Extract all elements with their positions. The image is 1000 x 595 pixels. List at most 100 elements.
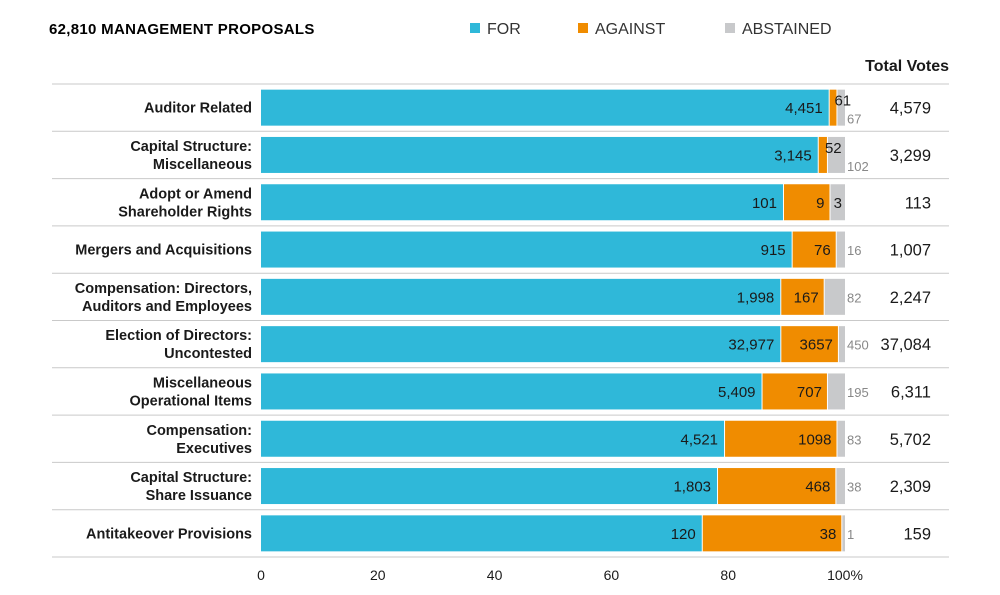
total-votes-value: 2,247 [890,289,931,307]
category-label: Compensation: [146,423,252,439]
category-label: Auditor Related [144,101,252,117]
value-label-abstained: 102 [847,159,869,174]
legend: FOR AGAINST ABSTAINED [470,21,832,38]
value-label-for: 4,521 [680,431,718,448]
total-votes-value: 2,309 [890,478,931,496]
bar-for [261,89,829,126]
category-label: Miscellaneous [153,375,252,391]
bar-abstained [836,468,845,505]
bar-for [261,515,702,552]
legend-swatch-for [470,23,480,33]
category-label: Mergers and Acquisitions [75,243,252,259]
x-tick-label: 20 [370,567,386,583]
chart-row: Mergers and Acquisitions 915 76 16 1,007 [52,231,949,274]
value-label-abstained: 16 [847,243,861,258]
value-label-for: 120 [671,526,696,543]
total-votes-value: 4,579 [890,100,931,118]
bar-against [762,373,827,410]
value-label-abstained: 38 [847,480,861,495]
value-label-for: 4,451 [785,100,823,117]
value-label-against: 38 [820,526,837,543]
bar-for [261,373,762,410]
value-label-abstained: 82 [847,290,861,305]
bar-for [261,184,783,221]
category-label: Compensation: Directors, [75,281,252,297]
bar-against [718,468,836,505]
bar-against [725,420,837,457]
x-tick-label: 100% [827,567,863,583]
category-label: Capital Structure: [130,470,252,486]
bar-abstained [842,515,845,552]
bar-for [261,278,781,315]
x-tick-label: 40 [487,567,503,583]
bar-for [261,420,725,457]
category-label: Capital Structure: [130,139,252,155]
category-label: Antitakeover Provisions [86,526,252,542]
value-label-against: 707 [797,384,822,401]
value-label-against: 52 [825,140,842,157]
bar-against [702,515,842,552]
chart-row: Compensation: Directors, Auditors and Emp… [52,278,949,321]
value-label-against: 1098 [798,431,831,448]
chart-row: Compensation: Executives 4,521 1098 83 5,702 [52,420,949,463]
legend-swatch-against [578,23,588,33]
category-label: Share Issuance [146,488,252,504]
x-tick-label: 80 [720,567,736,583]
legend-swatch-abstained [725,23,735,33]
value-label-abstained: 3 [834,195,842,212]
value-label-against: 61 [834,93,851,110]
chart-title: 62,810 MANAGEMENT PROPOSALS [49,21,315,38]
x-tick-label: 0 [257,567,265,583]
bar-for [261,231,792,268]
legend-label-abstained: ABSTAINED [742,21,832,38]
total-votes-value: 1,007 [890,242,931,260]
value-label-abstained: 195 [847,385,869,400]
category-label: Adopt or Amend [139,186,252,202]
bar-abstained [836,231,845,268]
legend-label-for: FOR [487,21,521,38]
chart-row: Capital Structure: Share Issuance 1,803 468… [52,468,949,511]
bar-abstained [824,278,845,315]
bar-abstained [827,373,845,410]
total-votes-value: 37,084 [881,336,931,354]
chart-row: Election of Directors: Uncontested 32,977 3… [52,326,949,369]
bar-against [829,89,837,126]
category-label: Miscellaneous [153,157,252,173]
value-label-against: 76 [814,242,831,259]
bar-for [261,326,781,363]
value-label-for: 32,977 [728,337,774,354]
value-label-for: 1,998 [737,289,775,306]
category-label: Shareholder Rights [118,204,252,220]
category-label: Uncontested [164,346,252,362]
value-label-abstained: 83 [847,432,861,447]
x-tick-label: 60 [604,567,620,583]
value-label-against: 9 [816,195,824,212]
value-label-against: 468 [805,479,830,496]
chart-rows: Auditor Related 4,451 61 67 4,579 Capital Str… [52,83,949,558]
bar-for [261,136,818,173]
bar-for [261,468,718,505]
chart-row: Miscellaneous Operational Items 5,409 707 19… [52,373,949,416]
value-label-for: 1,803 [673,479,711,496]
value-label-against: 167 [794,289,819,306]
category-label: Election of Directors: [105,328,252,344]
bar-abstained [837,89,845,126]
total-votes-value: 113 [905,194,931,212]
total-votes-header: Total Votes [865,58,949,75]
chart-row: Auditor Related 4,451 61 67 4,579 [52,89,949,132]
category-label: Operational Items [130,393,252,409]
bar-against [781,326,838,363]
bar-abstained [838,326,845,363]
bar-against [818,136,827,173]
value-label-for: 915 [761,242,786,259]
total-votes-value: 3,299 [890,147,931,165]
chart-row: Antitakeover Provisions 120 38 1 159 [52,515,949,558]
total-votes-value: 6,311 [891,383,931,401]
bar-abstained [837,420,845,457]
bar-against [792,231,836,268]
value-label-abstained: 450 [847,338,869,353]
value-label-for: 101 [752,195,777,212]
value-label-for: 5,409 [718,384,756,401]
bar-against [781,278,824,315]
